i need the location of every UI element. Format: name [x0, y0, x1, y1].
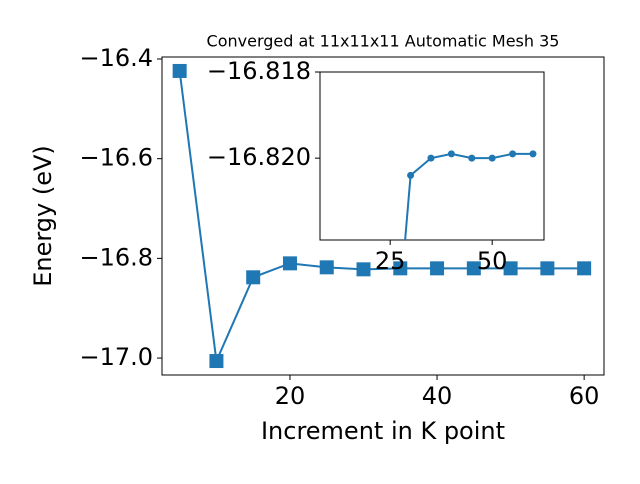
data-point	[319, 260, 334, 275]
data-point	[466, 261, 481, 276]
y-tick-label: −16.4	[79, 44, 153, 72]
data-point	[356, 262, 371, 277]
data-point	[407, 171, 415, 179]
data-point	[509, 150, 517, 158]
data-point	[430, 261, 445, 276]
data-point	[488, 154, 496, 162]
x-axis-label: Increment in K point	[261, 417, 505, 445]
data-point	[577, 261, 592, 276]
data-point	[503, 261, 518, 276]
y-tick-label: −16.8	[79, 243, 153, 271]
x-tick-label: 25	[375, 247, 406, 275]
data-point	[468, 154, 476, 162]
y-tick-label: −16.820	[207, 143, 311, 171]
data-point	[540, 261, 555, 276]
data-point	[447, 150, 455, 158]
data-point	[282, 256, 297, 271]
y-tick-label: −16.6	[79, 144, 153, 172]
data-point	[427, 154, 435, 162]
plot-content	[404, 150, 537, 240]
y-tick-label: −16.818	[207, 57, 311, 85]
data-point	[172, 63, 187, 78]
data-point	[529, 150, 537, 158]
data-point	[393, 261, 408, 276]
data-point	[246, 270, 261, 285]
x-tick-label: 50	[477, 247, 508, 275]
x-tick-label: 60	[569, 382, 600, 410]
data-point	[209, 354, 224, 369]
x-tick-label: 20	[275, 382, 306, 410]
chart-title: Converged at 11x11x11 Automatic Mesh 35	[207, 32, 560, 51]
y-axis-label: Energy (eV)	[29, 145, 57, 287]
x-tick-label: 40	[422, 382, 453, 410]
y-tick-label: −17.0	[79, 343, 153, 371]
plot-content	[172, 63, 592, 369]
